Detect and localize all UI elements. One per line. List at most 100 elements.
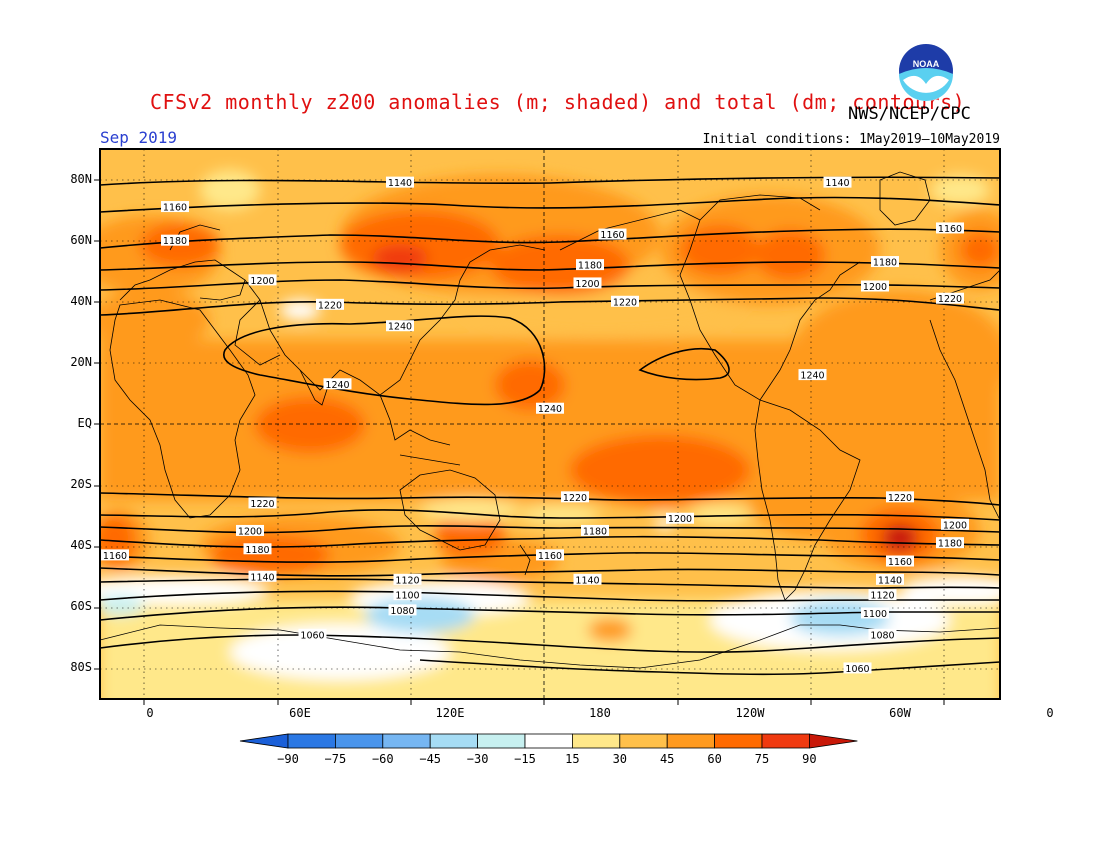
svg-text:1220: 1220 <box>563 493 587 504</box>
colorbar-segment <box>334 733 384 749</box>
colorbar-segment <box>477 733 526 749</box>
svg-text:1100: 1100 <box>395 591 419 602</box>
contour-label: 1240 <box>798 369 827 382</box>
svg-text:1160: 1160 <box>538 551 562 562</box>
contour-labels: 1140 1140 1160 1160 1160 1180 1180 1180 1200 1200… <box>101 176 969 675</box>
contour-label: 1180 <box>576 259 604 272</box>
lon-label: 60E <box>289 706 311 720</box>
colorbar-label: 75 <box>754 752 770 766</box>
contour-label: 1200 <box>248 274 277 287</box>
contour-label: 1240 <box>536 402 564 415</box>
colorbar-label: 15 <box>565 752 580 766</box>
contour-label: 1220 <box>936 292 964 305</box>
contour-label: 1160 <box>598 228 627 241</box>
lat-label: 20N <box>70 354 92 369</box>
svg-text:1220: 1220 <box>888 493 912 504</box>
svg-text:1180: 1180 <box>938 539 962 550</box>
svg-text:1200: 1200 <box>943 520 967 531</box>
shaded-anomalies <box>100 149 1000 699</box>
lon-label: 180 <box>589 706 611 720</box>
colorbar-label: −45 <box>419 752 442 766</box>
colorbar-segment <box>666 733 716 749</box>
contour-label: 1220 <box>611 295 639 308</box>
contour-label: 1180 <box>581 524 609 537</box>
lon-label: 0 <box>1046 706 1054 720</box>
contour-label: 1060 <box>843 662 872 675</box>
lat-label: 20S <box>70 477 92 492</box>
svg-text:1180: 1180 <box>578 261 602 272</box>
svg-text:1080: 1080 <box>390 606 414 617</box>
lon-label: 60W <box>889 706 911 720</box>
lat-label: 80S <box>70 660 92 675</box>
svg-text:1120: 1120 <box>395 575 419 586</box>
contour-label: 1100 <box>861 607 889 620</box>
contour-label: 1140 <box>876 573 904 586</box>
colorbar-segment <box>524 733 573 749</box>
colorbar-segment <box>809 733 858 749</box>
colorbar-label: −90 <box>277 752 299 766</box>
colorbar-label: 90 <box>802 752 817 766</box>
contour-label: 1080 <box>388 604 417 617</box>
contour-label: 1140 <box>248 570 277 583</box>
contour-label: 1180 <box>243 543 272 556</box>
contour-label: 1180 <box>871 256 899 269</box>
svg-text:1140: 1140 <box>575 575 599 586</box>
equator-dateline <box>100 149 1000 699</box>
contour-label: 1180 <box>161 234 189 247</box>
noaa-logo-icon: NOAA <box>896 41 956 101</box>
contour-label: 1160 <box>536 549 564 562</box>
svg-text:1160: 1160 <box>888 557 912 568</box>
contour-label: 1140 <box>823 176 852 189</box>
lon-label: 120W <box>735 706 765 720</box>
colorbar-label: 30 <box>612 752 628 766</box>
valid-month-label: Sep 2019 <box>100 128 178 147</box>
colorbar-segment <box>714 733 763 749</box>
contour-label: 1120 <box>868 589 897 602</box>
contour-label: 1160 <box>101 549 129 562</box>
colorbar-segment <box>761 733 810 749</box>
contour-label: 1220 <box>886 491 914 504</box>
lat-label: EQ <box>77 416 92 430</box>
svg-text:1160: 1160 <box>600 230 624 241</box>
contour-label: 1120 <box>393 573 422 586</box>
contour-label: 1180 <box>936 537 964 550</box>
svg-text:1120: 1120 <box>870 591 894 602</box>
colorbar-label: −30 <box>466 752 489 766</box>
lat-label: 60N <box>70 232 92 247</box>
colorbar-segment <box>287 733 336 749</box>
contour-label: 1160 <box>161 201 189 214</box>
svg-text:1200: 1200 <box>668 514 692 525</box>
svg-text:1080: 1080 <box>870 630 894 641</box>
svg-text:1060: 1060 <box>300 630 324 641</box>
colorbar-label: −15 <box>514 752 536 766</box>
contour-label: 1160 <box>936 222 964 235</box>
initial-conditions-label: Initial conditions: 1May2019—10May2019 <box>702 132 1000 147</box>
lon-label: 120E <box>435 706 465 720</box>
svg-text:1200: 1200 <box>250 276 274 287</box>
contour-label: 1240 <box>323 378 352 391</box>
svg-text:1240: 1240 <box>538 404 562 415</box>
agency-label: NWS/NCEP/CPC <box>848 104 971 124</box>
svg-text:1220: 1220 <box>318 300 342 311</box>
contour-label: 1200 <box>573 277 602 290</box>
contour-label: 1140 <box>386 176 414 189</box>
coastlines <box>100 171 1000 669</box>
contour-label: 1100 <box>393 589 422 602</box>
svg-text:1140: 1140 <box>825 178 849 189</box>
svg-text:1200: 1200 <box>863 282 887 293</box>
lat-label: 40S <box>70 538 92 553</box>
contour-label: 1200 <box>941 518 969 531</box>
svg-text:1140: 1140 <box>250 572 274 583</box>
colorbar-segment <box>382 733 431 749</box>
svg-text:1240: 1240 <box>800 371 824 382</box>
colorbar-label: −75 <box>324 752 347 766</box>
svg-text:1200: 1200 <box>575 279 599 290</box>
svg-text:1140: 1140 <box>388 178 412 189</box>
colorbar <box>239 733 858 749</box>
lat-label: 40N <box>70 293 92 308</box>
svg-text:1180: 1180 <box>163 236 187 247</box>
contour-label: 1240 <box>386 320 414 333</box>
svg-text:1240: 1240 <box>325 380 349 391</box>
svg-text:1200: 1200 <box>238 526 262 537</box>
